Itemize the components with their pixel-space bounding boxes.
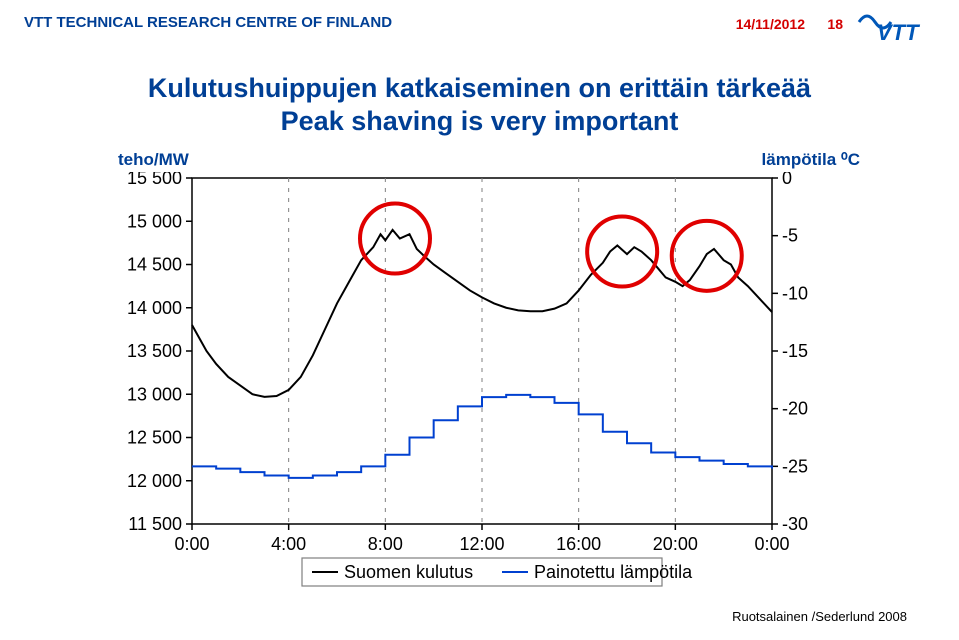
vtt-logo: VTT (857, 6, 943, 46)
y-right-tick-label: -15 (782, 341, 808, 361)
title-line-1: Kulutushuippujen katkaiseminen on erittä… (148, 73, 811, 103)
header-date-label: 14/11/2012 (736, 16, 805, 32)
y-left-tick-label: 13 500 (127, 341, 182, 361)
header-page-number: 18 (827, 16, 843, 32)
y-left-tick-label: 15 500 (127, 172, 182, 188)
highlight-circle (587, 217, 657, 287)
y-right-tick-label: -25 (782, 456, 808, 476)
slide: VTT TECHNICAL RESEARCH CENTRE OF FINLAND… (0, 0, 959, 640)
header-org-label: VTT TECHNICAL RESEARCH CENTRE OF FINLAND (24, 14, 392, 31)
y-right-tick-label: 0 (782, 172, 792, 188)
x-tick-label: 12:00 (459, 534, 504, 554)
y-left-tick-label: 12 000 (127, 471, 182, 491)
y-right-axis-title: lämpötila ⁰C (762, 150, 860, 170)
y-right-tick-label: -20 (782, 399, 808, 419)
y-left-tick-label: 13 000 (127, 384, 182, 404)
highlight-circle (360, 204, 430, 274)
y-left-tick-label: 12 500 (127, 428, 182, 448)
x-tick-label: 20:00 (653, 534, 698, 554)
legend-label-kulutus: Suomen kulutus (344, 562, 473, 582)
x-tick-label: 0:00 (174, 534, 209, 554)
svg-text:VTT: VTT (877, 20, 920, 45)
footer-credit: Ruotsalainen /Sederlund 2008 (732, 609, 907, 624)
y-left-tick-label: 14 000 (127, 298, 182, 318)
title-line-2: Peak shaving is very important (281, 106, 679, 136)
y-right-tick-label: -30 (782, 514, 808, 534)
line-chart: 0:004:008:0012:0016:0020:000:0011 50012 … (112, 172, 842, 592)
x-tick-label: 4:00 (271, 534, 306, 554)
x-tick-label: 8:00 (368, 534, 403, 554)
header: VTT TECHNICAL RESEARCH CENTRE OF FINLAND… (0, 0, 959, 54)
y-right-tick-label: -5 (782, 226, 798, 246)
legend-label-lampo: Painotettu lämpötila (534, 562, 693, 582)
y-left-tick-label: 14 500 (127, 255, 182, 275)
x-tick-label: 16:00 (556, 534, 601, 554)
y-right-tick-label: -10 (782, 283, 808, 303)
y-left-tick-label: 11 500 (128, 514, 182, 534)
y-left-tick-label: 15 000 (127, 211, 182, 231)
chart-container: teho/MW lämpötila ⁰C 0:004:008:0012:0016… (112, 150, 842, 592)
series-lampo (192, 395, 772, 478)
slide-title: Kulutushuippujen katkaiseminen on erittä… (0, 72, 959, 138)
x-tick-label: 0:00 (754, 534, 789, 554)
y-left-axis-title: teho/MW (118, 150, 189, 170)
